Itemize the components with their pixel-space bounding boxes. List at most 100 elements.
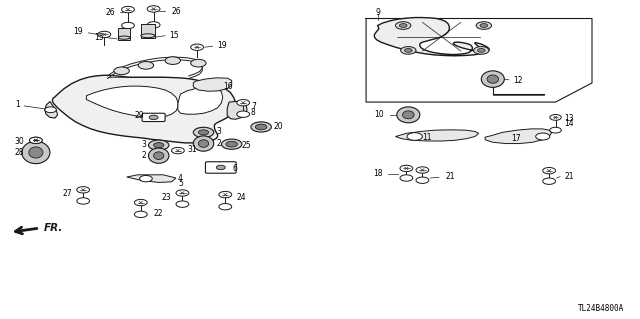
- Circle shape: [221, 139, 242, 149]
- Circle shape: [226, 141, 237, 147]
- Circle shape: [140, 175, 152, 182]
- Ellipse shape: [22, 141, 50, 164]
- Circle shape: [198, 130, 209, 135]
- Circle shape: [98, 31, 111, 38]
- Text: 9: 9: [375, 8, 380, 17]
- Circle shape: [251, 122, 271, 132]
- Circle shape: [77, 198, 90, 204]
- Circle shape: [550, 127, 561, 133]
- Text: 27: 27: [62, 189, 72, 198]
- Circle shape: [396, 22, 411, 29]
- Ellipse shape: [397, 107, 420, 123]
- Circle shape: [550, 115, 561, 120]
- Circle shape: [154, 143, 164, 148]
- Polygon shape: [86, 86, 178, 117]
- Text: 12: 12: [513, 76, 523, 85]
- Circle shape: [216, 165, 225, 170]
- Polygon shape: [45, 101, 58, 118]
- Text: 24: 24: [237, 193, 246, 202]
- Text: 23: 23: [162, 193, 172, 202]
- Circle shape: [29, 137, 42, 144]
- FancyBboxPatch shape: [142, 113, 165, 122]
- Ellipse shape: [487, 75, 499, 83]
- Text: 28: 28: [15, 148, 24, 157]
- Polygon shape: [127, 175, 176, 182]
- Circle shape: [77, 187, 90, 193]
- Polygon shape: [485, 129, 552, 144]
- Circle shape: [416, 167, 429, 173]
- Text: 25: 25: [242, 141, 252, 150]
- Circle shape: [114, 67, 129, 75]
- Circle shape: [149, 115, 158, 120]
- Circle shape: [401, 47, 416, 54]
- Circle shape: [122, 22, 134, 29]
- Circle shape: [543, 178, 556, 184]
- Circle shape: [172, 147, 184, 154]
- Text: 1: 1: [15, 100, 20, 109]
- Ellipse shape: [198, 140, 209, 147]
- Circle shape: [543, 167, 556, 174]
- Circle shape: [400, 165, 413, 172]
- Ellipse shape: [148, 148, 169, 163]
- Circle shape: [255, 124, 267, 130]
- Circle shape: [147, 22, 160, 28]
- Bar: [141, 24, 155, 38]
- Circle shape: [29, 137, 42, 144]
- Circle shape: [176, 190, 189, 196]
- Polygon shape: [178, 88, 223, 114]
- Text: 13: 13: [564, 114, 574, 122]
- Text: 8: 8: [251, 108, 255, 117]
- Ellipse shape: [141, 34, 155, 38]
- Text: 21: 21: [445, 172, 455, 181]
- Polygon shape: [227, 101, 247, 119]
- Text: 22: 22: [154, 209, 163, 218]
- Circle shape: [147, 6, 160, 12]
- Circle shape: [176, 201, 189, 207]
- Text: TL24B4800A: TL24B4800A: [578, 304, 624, 313]
- Circle shape: [400, 175, 413, 181]
- Text: 15: 15: [169, 31, 179, 40]
- Circle shape: [237, 100, 250, 106]
- Text: 26: 26: [172, 7, 181, 16]
- Text: 18: 18: [373, 169, 383, 178]
- Circle shape: [134, 211, 147, 218]
- Circle shape: [416, 177, 429, 183]
- Ellipse shape: [118, 36, 130, 39]
- Text: 16: 16: [223, 82, 232, 91]
- Circle shape: [474, 47, 489, 54]
- Text: 19: 19: [218, 41, 227, 50]
- Circle shape: [404, 48, 412, 52]
- Circle shape: [219, 204, 232, 210]
- Text: 11: 11: [422, 133, 432, 142]
- Text: FR.: FR.: [44, 223, 63, 234]
- Text: 3: 3: [141, 140, 146, 149]
- Circle shape: [193, 127, 214, 137]
- Text: 21: 21: [564, 172, 574, 181]
- Ellipse shape: [29, 147, 43, 158]
- Ellipse shape: [193, 136, 214, 151]
- Text: 2: 2: [216, 139, 221, 148]
- Circle shape: [134, 199, 147, 206]
- Circle shape: [191, 59, 206, 67]
- Circle shape: [536, 133, 550, 140]
- Text: 10: 10: [374, 110, 384, 119]
- Text: 31: 31: [188, 145, 197, 154]
- Text: 17: 17: [511, 134, 520, 143]
- Circle shape: [219, 191, 232, 198]
- Ellipse shape: [154, 152, 164, 160]
- Circle shape: [122, 6, 134, 13]
- Ellipse shape: [403, 111, 414, 119]
- Circle shape: [476, 22, 492, 29]
- Text: 29: 29: [134, 111, 145, 120]
- Circle shape: [237, 111, 250, 117]
- Circle shape: [191, 44, 204, 50]
- Ellipse shape: [481, 71, 504, 87]
- Circle shape: [148, 140, 169, 150]
- Text: 14: 14: [564, 119, 574, 128]
- Text: 15: 15: [94, 33, 104, 41]
- Text: 7: 7: [251, 102, 256, 111]
- Circle shape: [45, 107, 56, 113]
- Text: 4: 4: [178, 174, 183, 182]
- Circle shape: [165, 57, 180, 64]
- Circle shape: [477, 48, 485, 52]
